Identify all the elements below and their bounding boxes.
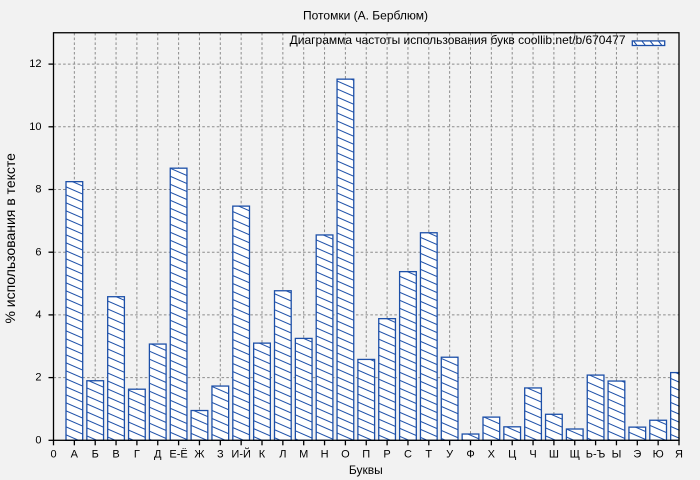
svg-text:Я: Я <box>675 448 683 460</box>
svg-text:П: П <box>362 448 370 460</box>
svg-text:0: 0 <box>35 434 41 446</box>
svg-text:Ф: Ф <box>466 448 474 460</box>
svg-text:М: М <box>299 448 308 460</box>
svg-text:10: 10 <box>29 121 41 133</box>
svg-text:Г: Г <box>134 448 140 460</box>
svg-text:0: 0 <box>50 448 56 460</box>
svg-text:У: У <box>446 448 454 460</box>
svg-text:Э: Э <box>633 448 641 460</box>
svg-text:Л: Л <box>279 448 286 460</box>
svg-text:Х: Х <box>488 448 496 460</box>
svg-text:Щ: Щ <box>570 448 580 460</box>
svg-text:Ш: Ш <box>549 448 559 460</box>
svg-text:Ч: Ч <box>529 448 536 460</box>
svg-text:Ц: Ц <box>508 448 516 460</box>
svg-text:Р: Р <box>383 448 390 460</box>
svg-text:Ь-Ъ: Ь-Ъ <box>586 448 606 460</box>
svg-text:% использования в тексте: % использования в тексте <box>2 153 18 324</box>
svg-text:А: А <box>71 448 79 460</box>
svg-text:Б: Б <box>92 448 99 460</box>
svg-text:2: 2 <box>35 372 41 384</box>
svg-text:Т: Т <box>425 448 432 460</box>
svg-text:О: О <box>341 448 350 460</box>
svg-text:Ю: Ю <box>653 448 664 460</box>
svg-text:Диаграмма частоты использовани: Диаграмма частоты использования букв coo… <box>290 33 626 47</box>
svg-text:Ж: Ж <box>194 448 204 460</box>
svg-text:Потомки (А. Берблюм): Потомки (А. Берблюм) <box>303 9 428 23</box>
svg-text:К: К <box>259 448 266 460</box>
svg-text:Н: Н <box>321 448 329 460</box>
svg-text:З: З <box>217 448 224 460</box>
svg-text:С: С <box>404 448 412 460</box>
svg-text:Буквы: Буквы <box>349 463 383 477</box>
svg-text:Е-Ё: Е-Ё <box>169 448 187 460</box>
svg-text:8: 8 <box>35 184 41 196</box>
svg-text:И-Й: И-Й <box>231 447 250 460</box>
svg-text:12: 12 <box>29 58 41 70</box>
svg-text:4: 4 <box>35 309 41 321</box>
svg-text:Д: Д <box>154 448 162 460</box>
svg-text:6: 6 <box>35 246 41 258</box>
svg-text:Ы: Ы <box>612 448 622 460</box>
svg-text:В: В <box>112 448 119 460</box>
